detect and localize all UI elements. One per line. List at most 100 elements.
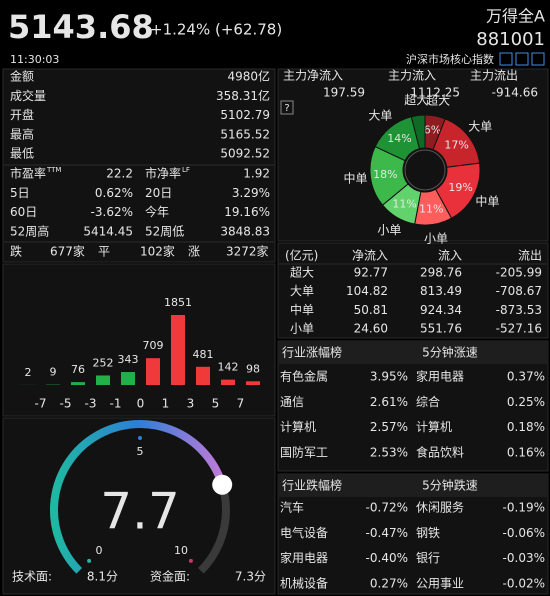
industry-speed-title: 5分钟跌速: [422, 478, 478, 493]
histogram-edge-label: 0: [137, 397, 145, 411]
flow-table-cell: 298.76: [420, 266, 462, 280]
mainflow-label: 主力净流入: [283, 69, 343, 83]
donut-hole: [404, 149, 446, 191]
valuation-value: 5414.45: [83, 224, 133, 238]
flow-table-panel: [277, 242, 549, 339]
industry-change: 0.16%: [507, 445, 545, 459]
histogram-edge-label: 7: [237, 397, 245, 411]
industry-speed-title: 5分钟涨速: [422, 345, 478, 360]
flow-table-cell: -527.16: [496, 322, 542, 336]
industry-title: 行业跌幅榜: [282, 478, 342, 493]
histogram-bar: [71, 382, 85, 385]
flow-table-header: 流入: [438, 249, 462, 263]
flow-table-cell: -205.99: [496, 266, 542, 280]
breadth-label: 跌: [10, 244, 22, 259]
valuation-value: 1.92: [243, 167, 270, 181]
valuation-label: 今年: [145, 204, 169, 219]
industry-name: 休闲服务: [416, 500, 464, 515]
valuation-value: 22.2: [106, 167, 133, 181]
gauge-tech-value: 8.1分: [87, 570, 118, 584]
gauge-tick-label: 0: [95, 544, 102, 557]
price-change: +1.24% (+62.78): [150, 21, 282, 39]
flow-table-cell: 92.77: [354, 266, 388, 280]
edit-icon[interactable]: [499, 52, 513, 66]
industry-change: -0.72%: [366, 501, 408, 515]
bell-icon[interactable]: [515, 52, 529, 66]
breadth-up: 3272家: [226, 244, 269, 259]
quote-value: 5092.52: [220, 147, 270, 161]
flow-table-header: 流出: [518, 249, 542, 263]
histogram-edge-label: 3: [187, 397, 195, 411]
breadth-down: 677家: [50, 244, 85, 259]
flow-table-label: 超大: [290, 265, 314, 280]
valuation-label: 市盈率: [10, 166, 46, 181]
valuation-value: 0.62%: [95, 186, 133, 200]
quote-label: 最低: [10, 147, 34, 161]
industry-change: 2.53%: [370, 445, 408, 459]
gauge-arc: [50, 420, 227, 574]
index-code: 881001: [476, 29, 545, 50]
quote-value: 5102.79: [220, 108, 270, 122]
industry-name: 银行: [416, 551, 440, 565]
gauge-tick-label: 10: [174, 544, 188, 557]
industry-name: 电气设备: [280, 525, 328, 540]
donut-value-label: 6%: [424, 124, 441, 137]
histogram-value-label: 142: [218, 361, 239, 374]
gauge-tick-label: 5: [137, 445, 144, 458]
histogram-value-label: 343: [118, 353, 139, 366]
help-icon[interactable]: [280, 100, 294, 115]
quote-label: 最高: [10, 126, 34, 141]
valuation-label: 市净率: [145, 166, 181, 181]
quote-label: 金额: [10, 69, 34, 84]
histogram-value-label: 9: [50, 366, 57, 379]
industry-down-header: [279, 475, 547, 497]
histogram-bar: [146, 358, 160, 385]
add-icon[interactable]: [531, 52, 545, 66]
flow-table-cell: -708.67: [496, 284, 542, 298]
valuation-label: 52周低: [145, 224, 184, 238]
histogram-value-label: 252: [93, 356, 114, 369]
price: 5143.68: [8, 8, 154, 46]
gauge-tick: [188, 558, 193, 563]
industry-change: -0.03%: [503, 551, 545, 565]
gauge-fund-label: 资金面:: [150, 569, 190, 584]
industry-name: 计算机: [280, 419, 316, 434]
breadth-flat: 102家: [140, 244, 175, 259]
gauge-tick: [87, 558, 92, 563]
breadth-label: 平: [98, 245, 110, 259]
gauge-tech-label: 技术面:: [12, 570, 52, 584]
donut-value-label: 17%: [444, 138, 468, 151]
quote-value: 5165.52: [220, 127, 270, 141]
donut-value-label: 14%: [387, 132, 411, 145]
valuation-value: 3.29%: [232, 186, 270, 200]
valuation-value: 19.16%: [224, 205, 270, 219]
industry-change: 2.61%: [370, 395, 408, 409]
industry-change: 2.57%: [370, 420, 408, 434]
donut-name-label: 大单: [368, 109, 392, 123]
donut-value-label: 18%: [373, 168, 397, 181]
donut-segment: [410, 114, 426, 150]
time: 11:30:03: [10, 53, 59, 66]
industry-name: 国防军工: [280, 444, 328, 459]
flow-table-label: 小单: [290, 322, 314, 336]
industry-up-header: [279, 342, 547, 364]
mainflow-label: 主力流出: [470, 69, 518, 83]
mainflow-value: 197.59: [323, 86, 365, 100]
gauge-fund-value: 7.3分: [235, 570, 266, 584]
histogram-value-label: 481: [193, 348, 214, 361]
histogram-edge-label: -7: [35, 397, 47, 411]
toolbar-icons: [499, 52, 545, 66]
donut-value-label: 19%: [448, 181, 472, 194]
valuation-label: 5日: [10, 186, 30, 200]
mainflow-value: 1112.25: [410, 86, 460, 100]
industry-name: 公用事业: [416, 576, 464, 590]
histogram-bar: [196, 366, 210, 385]
histogram-edge-label: 5: [212, 397, 220, 411]
quote-value: 358.31亿: [216, 88, 270, 103]
industry-change: 0.27%: [370, 576, 408, 590]
index-name: 万得全A: [486, 7, 545, 26]
industry-change: -0.19%: [503, 501, 545, 515]
valuation-label: 20日: [145, 186, 172, 200]
